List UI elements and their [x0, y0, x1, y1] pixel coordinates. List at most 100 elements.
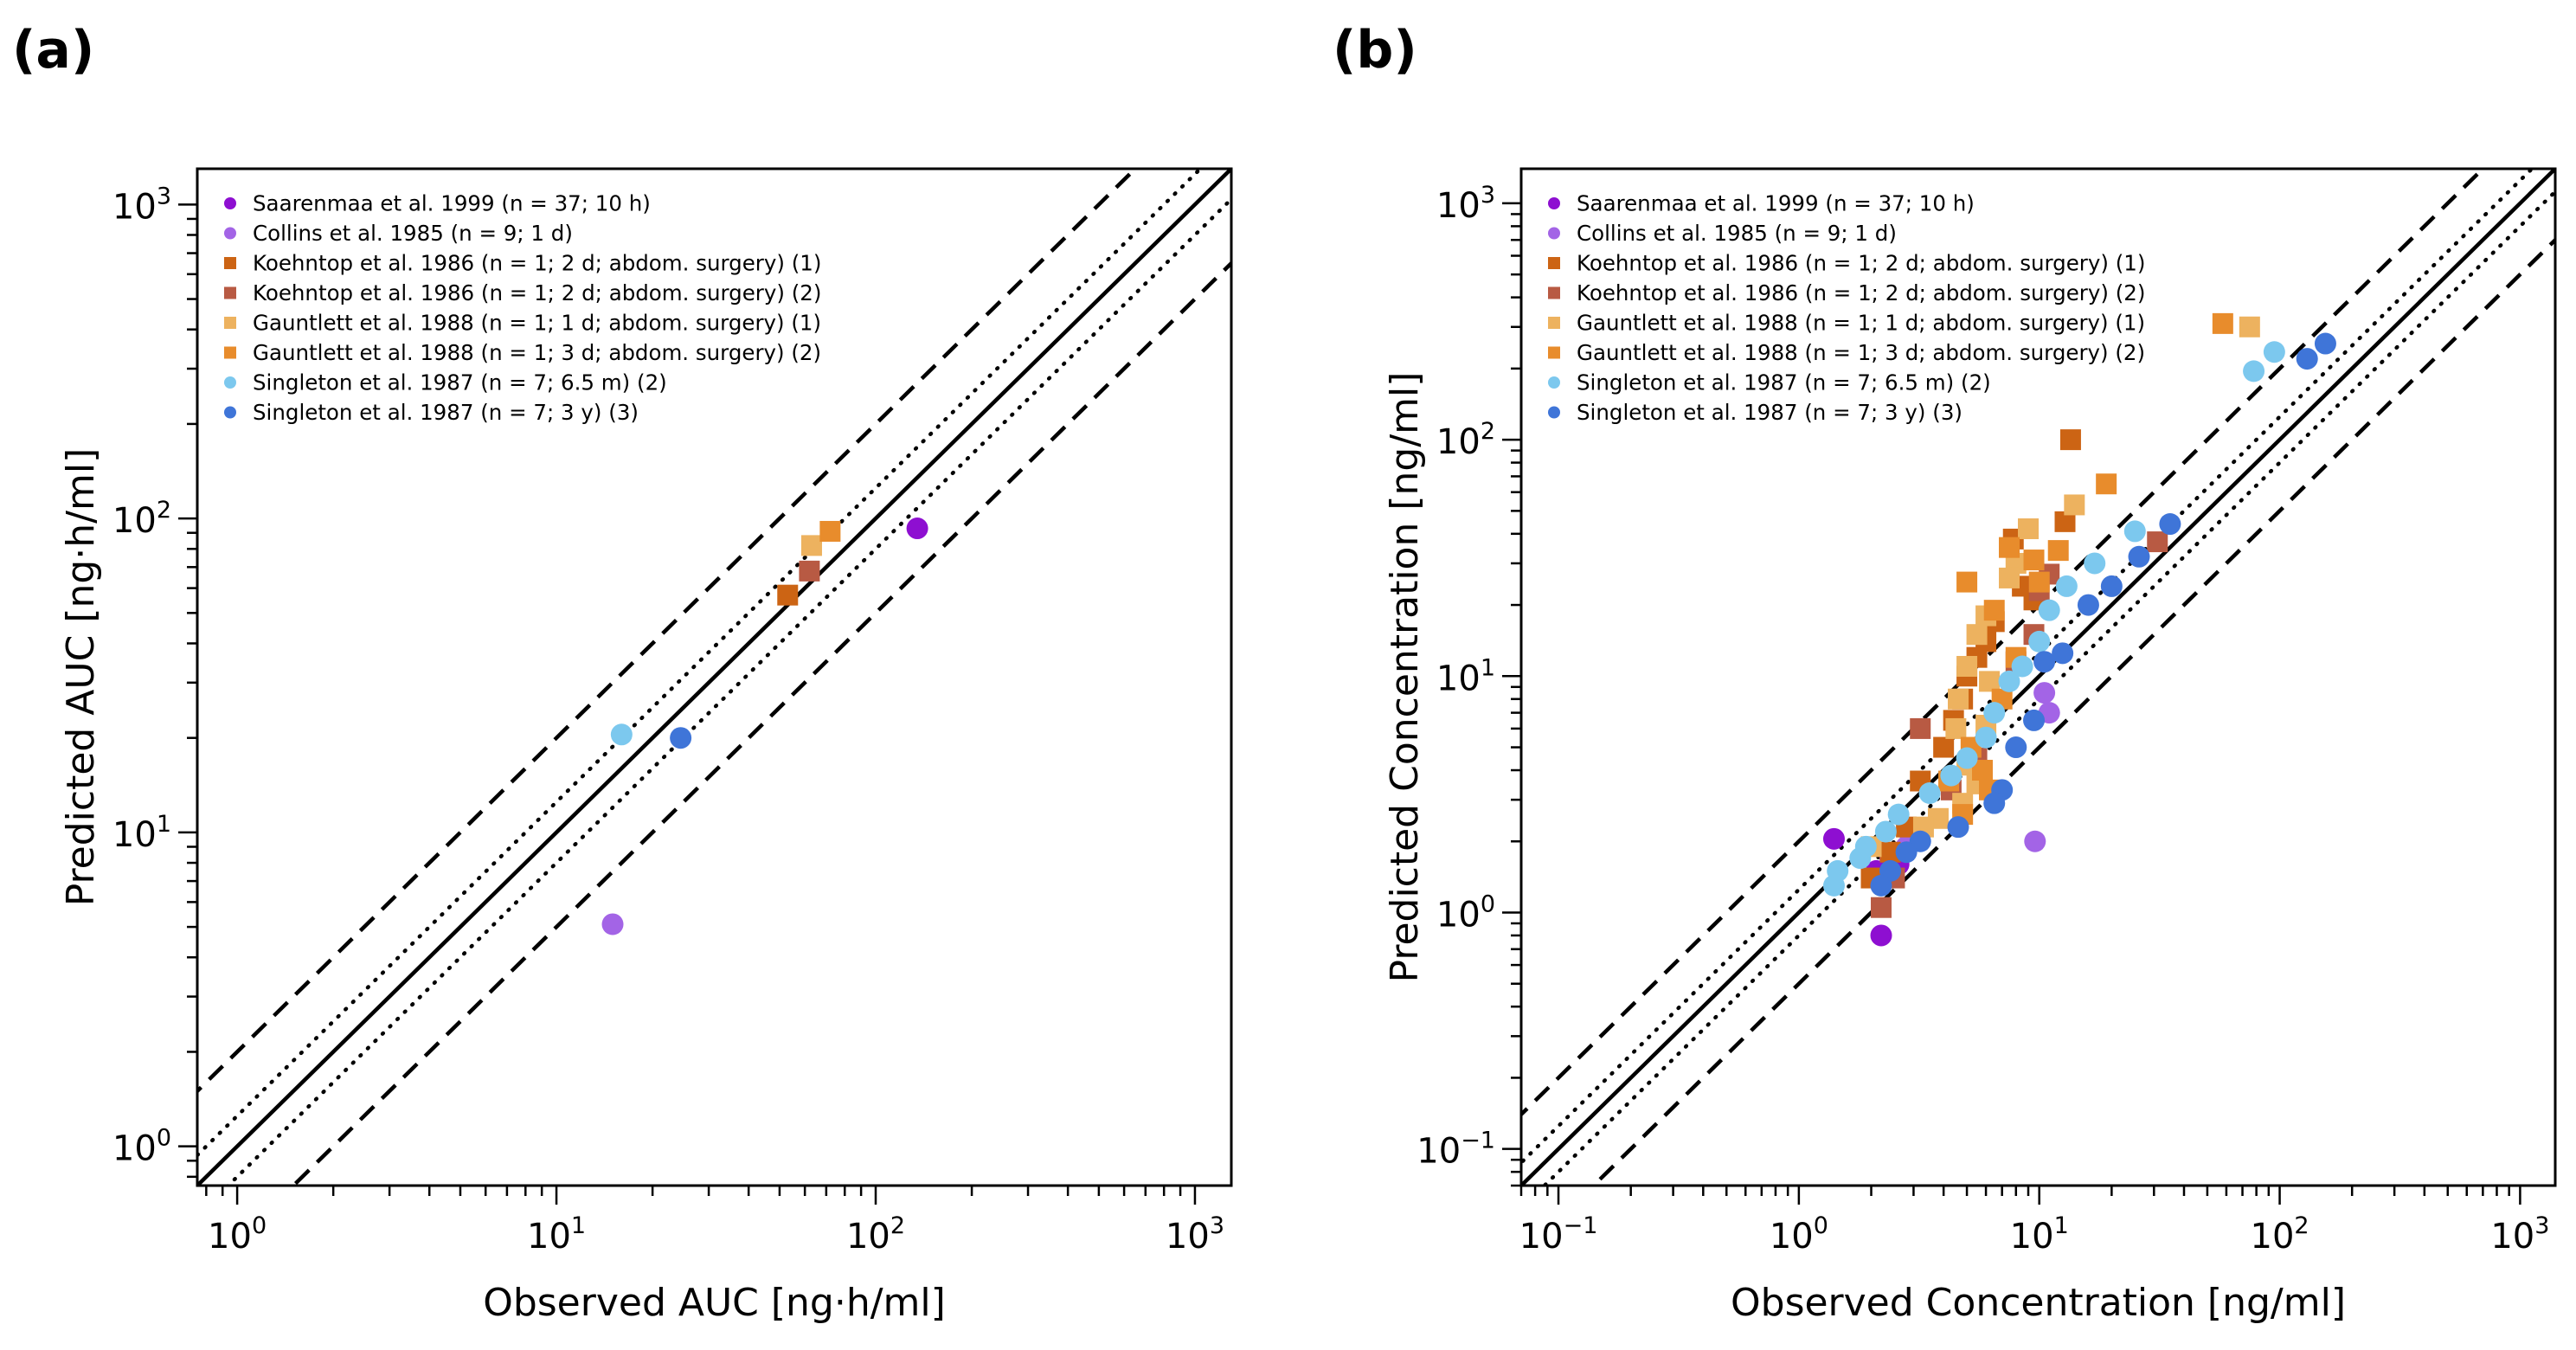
y-tick-label: 10−1 — [1416, 1128, 1495, 1172]
legend: Saarenmaa et al. 1999 (n = 37; 10 h) Coll… — [1548, 191, 2145, 425]
data-point — [819, 520, 841, 542]
tick-base: 10 — [112, 187, 157, 227]
tick-base: 10 — [112, 1129, 157, 1169]
legend-entry-label: Collins et al. 1985 (n = 9; 1 d) — [1577, 221, 1897, 246]
data-point — [2147, 531, 2168, 553]
data-point — [1870, 874, 1892, 897]
data-point — [1983, 600, 2005, 621]
y-axis-title: Predicted Concentration [ng/ml] — [1383, 372, 1427, 983]
data-point — [1827, 859, 1849, 882]
tick-base: 10 — [1436, 659, 1481, 698]
legend-entry-label: Gauntlett et al. 1988 (n = 1; 1 d; abdom… — [1577, 311, 2145, 336]
data-point — [2005, 736, 2027, 759]
tick-base: 10 — [2010, 1217, 2054, 1257]
legend-circle-marker — [224, 406, 236, 419]
data-point — [2243, 360, 2265, 382]
data-point — [2033, 651, 2056, 673]
tick-base: 10 — [112, 501, 157, 541]
tick-base: 10 — [2490, 1217, 2534, 1257]
tick-base: 10 — [208, 1217, 252, 1257]
tick-exponent: 1 — [2054, 1212, 2069, 1239]
legend-entry-label: Singleton et al. 1987 (n = 7; 6.5 m) (2) — [1577, 370, 1991, 395]
data-point — [1956, 655, 1978, 677]
data-point — [1983, 702, 2006, 724]
x-tick-label: 100 — [208, 1212, 267, 1257]
legend-square-marker — [1548, 317, 1560, 329]
tick-base: 10 — [1436, 422, 1481, 462]
tick-exponent: −1 — [1461, 1128, 1495, 1154]
legend-square-marker — [224, 286, 236, 299]
data-point — [670, 727, 692, 749]
reference-line-dotted-0.8x — [225, 196, 1231, 1186]
tick-exponent: 0 — [1481, 890, 1495, 917]
data-point — [1870, 924, 1892, 947]
legend-entry-label: Koehntop et al. 1986 (n = 1; 2 d; abdom.… — [1577, 280, 2145, 305]
reference-line-dashed-0.5x — [1590, 237, 2555, 1186]
data-point — [601, 913, 624, 935]
legend-entry-label: Gauntlett et al. 1988 (n = 1; 1 d; abdom… — [253, 311, 821, 336]
legend: Saarenmaa et al. 1999 (n = 37; 10 h) Coll… — [224, 191, 821, 425]
data-point — [2123, 520, 2146, 543]
data-points — [601, 518, 928, 935]
data-point — [1979, 671, 2001, 692]
data-point — [2038, 599, 2060, 621]
data-point — [800, 535, 822, 556]
data-point — [2052, 642, 2074, 665]
data-point — [2024, 830, 2046, 852]
legend-entry-label: Koehntop et al. 1986 (n = 1; 2 d; abdom.… — [1577, 251, 2145, 276]
legend-circle-marker — [224, 376, 236, 389]
legend-square-marker — [1548, 346, 1560, 359]
data-point — [1822, 827, 1845, 850]
data-point — [2064, 494, 2085, 516]
data-point — [2314, 332, 2336, 355]
data-point — [1983, 792, 2006, 814]
tick-exponent: 1 — [1481, 654, 1495, 681]
tick-exponent: −1 — [1564, 1212, 1598, 1239]
tick-exponent: 0 — [252, 1212, 267, 1239]
data-points — [1822, 312, 2336, 947]
tick-base: 10 — [2251, 1217, 2295, 1257]
data-point — [2023, 709, 2046, 731]
data-point — [1948, 688, 1969, 710]
data-point — [777, 584, 799, 606]
legend-entry-label: Singleton et al. 1987 (n = 7; 3 y) (3) — [1577, 400, 1963, 425]
data-point — [1918, 781, 1941, 804]
data-point — [2023, 550, 2045, 571]
tick-base: 10 — [1770, 1217, 1814, 1257]
data-point — [2263, 341, 2285, 363]
tick-base: 10 — [1436, 895, 1481, 935]
reference-line-dashed-2x — [197, 169, 1139, 1094]
data-point — [2033, 682, 2056, 704]
tick-base: 10 — [527, 1217, 571, 1257]
legend-entry-label: Saarenmaa et al. 1999 (n = 37; 10 h) — [253, 191, 651, 216]
tick-exponent: 2 — [890, 1212, 905, 1239]
panel-label: (b) — [1333, 20, 1417, 80]
tick-exponent: 3 — [2534, 1212, 2549, 1239]
tick-exponent: 2 — [2294, 1212, 2309, 1239]
x-axis-title: Observed AUC [ng·h/ml] — [483, 1281, 946, 1325]
y-tick-label: 103 — [1436, 182, 1495, 226]
tick-exponent: 2 — [1481, 418, 1495, 445]
data-point — [2028, 630, 2051, 652]
legend-entry-label: Gauntlett et al. 1988 (n = 1; 3 d; abdom… — [253, 340, 821, 365]
tick-base: 10 — [846, 1217, 890, 1257]
panel-label: (a) — [12, 20, 94, 80]
y-tick-label: 100 — [112, 1125, 171, 1169]
data-point — [2100, 575, 2123, 597]
data-point — [2239, 316, 2260, 338]
legend-entry-label: Saarenmaa et al. 1999 (n = 37; 10 h) — [1577, 191, 1975, 216]
data-point — [2047, 540, 2069, 562]
legend-entry-label: Singleton et al. 1987 (n = 7; 3 y) (3) — [253, 400, 639, 425]
data-point — [1849, 847, 1872, 870]
data-point — [1887, 803, 1910, 826]
data-point — [1947, 816, 1969, 839]
x-tick-label: 101 — [527, 1212, 586, 1257]
data-point — [1975, 726, 1997, 749]
y-tick-label: 101 — [112, 811, 171, 855]
legend-square-marker — [224, 346, 236, 359]
legend-circle-marker — [1548, 197, 1560, 209]
tick-base: 10 — [1166, 1217, 1210, 1257]
data-point — [1933, 736, 1955, 758]
